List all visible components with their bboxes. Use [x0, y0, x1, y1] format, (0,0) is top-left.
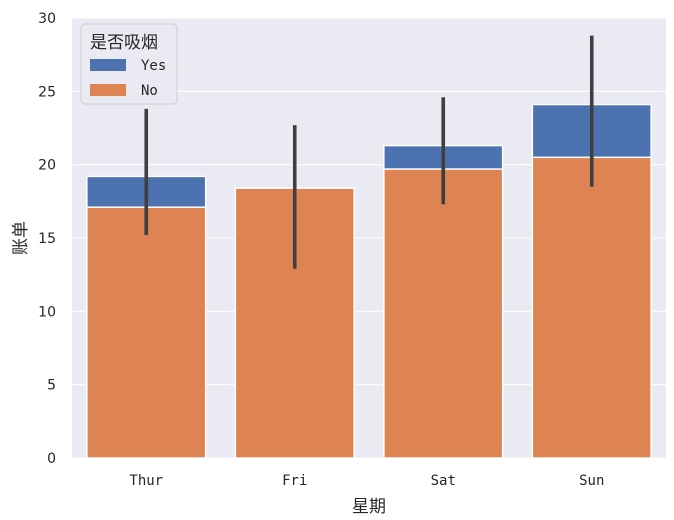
y-tick-label: 10	[38, 304, 56, 320]
y-axis-ticks: 0 5 10 15 20 25 30	[38, 11, 56, 467]
bar-no-sat	[383, 168, 504, 459]
legend: 是否吸烟 Yes No	[80, 23, 178, 105]
bar-no-sun	[531, 156, 652, 459]
x-axis-ticks: Thur Fri Sat Sun	[129, 473, 604, 489]
legend-swatch-yes	[90, 59, 126, 71]
y-tick-label: 0	[47, 451, 56, 467]
y-tick-label: 20	[38, 158, 56, 174]
legend-label-yes: Yes	[141, 58, 166, 74]
x-tick-label: Sun	[579, 473, 604, 489]
legend-swatch-no	[90, 84, 126, 96]
x-tick-label: Thur	[129, 473, 163, 489]
y-tick-label: 15	[38, 231, 56, 247]
no-series-bars	[86, 156, 652, 459]
y-tick-label: 30	[38, 11, 56, 27]
y-axis-label: 账单	[11, 221, 31, 255]
legend-label-no: No	[141, 83, 158, 99]
bar-no-thur	[86, 206, 207, 459]
y-tick-label: 5	[47, 378, 56, 394]
x-tick-label: Fri	[282, 473, 307, 489]
legend-title: 是否吸烟	[90, 33, 158, 53]
error-bars	[144, 35, 594, 269]
x-axis-label: 星期	[352, 497, 386, 517]
y-tick-label: 25	[38, 84, 56, 100]
x-tick-label: Sat	[431, 473, 456, 489]
